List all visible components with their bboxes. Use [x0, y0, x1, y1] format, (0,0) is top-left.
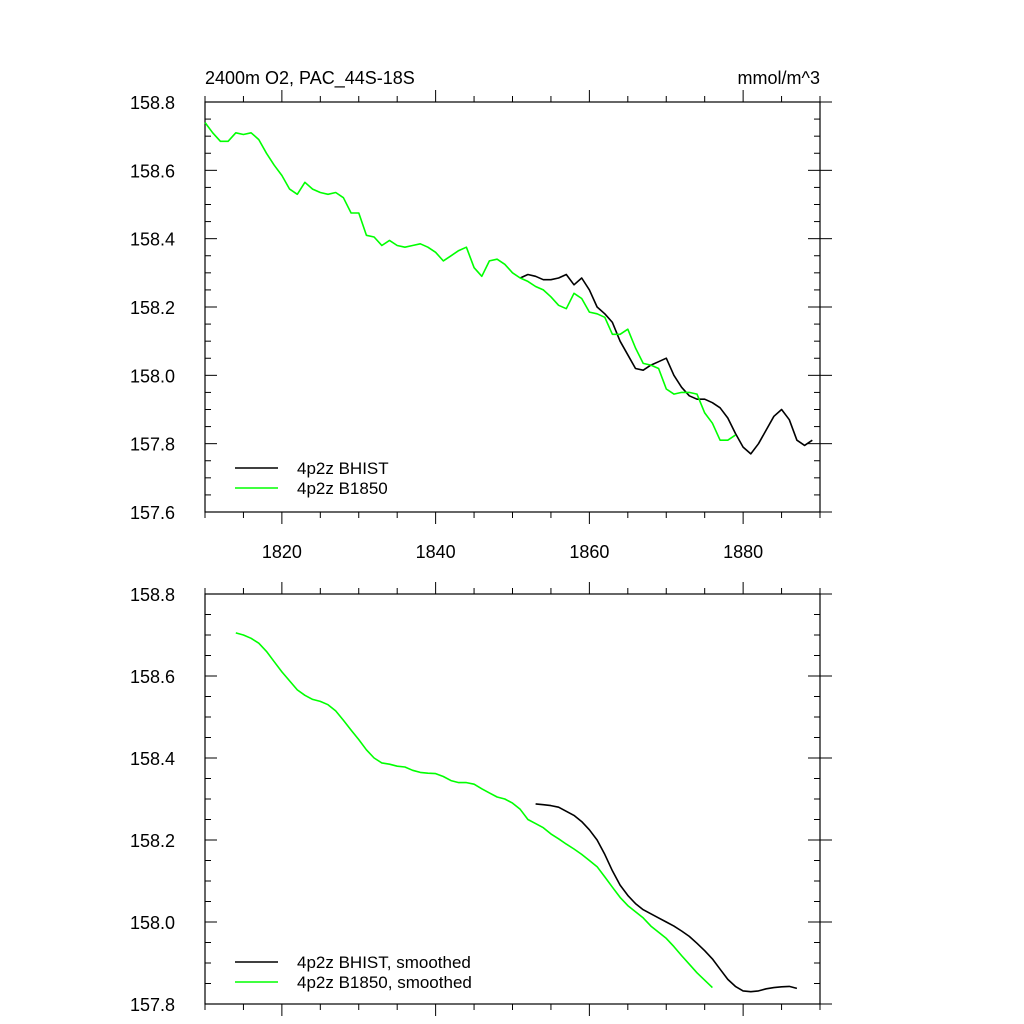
- legend-label: 4p2z BHIST, smoothed: [297, 953, 471, 972]
- x-tick-label: 1860: [569, 542, 609, 562]
- plot-frame: [204, 101, 821, 513]
- upper-panel-title: 2400m O2, PAC_44S-18S: [205, 68, 415, 89]
- legend-label: 4p2z BHIST: [297, 459, 389, 478]
- y-tick-label: 158.0: [130, 913, 175, 933]
- series-line-4p2z-b1850-smoothed: [235, 632, 713, 989]
- x-tick-label: 1840: [416, 542, 456, 562]
- x-tick-label: 1880: [723, 542, 763, 562]
- y-tick-label: 157.6: [130, 503, 175, 523]
- series-line-4p2z-bhist-smoothed: [535, 803, 798, 993]
- y-tick-label: 158.0: [130, 366, 175, 386]
- y-tick-label: 158.2: [130, 831, 175, 851]
- y-tick-label: 157.8: [130, 995, 175, 1015]
- series-line-4p2z-b1850: [204, 122, 736, 442]
- y-tick-label: 158.8: [130, 93, 175, 113]
- y-tick-label: 158.8: [130, 585, 175, 605]
- y-tick-label: 157.8: [130, 435, 175, 455]
- y-tick-label: 158.6: [130, 667, 175, 687]
- legend-label: 4p2z B1850, smoothed: [297, 973, 472, 992]
- y-tick-label: 158.6: [130, 161, 175, 181]
- upper-panel-units: mmol/m^3: [738, 68, 820, 88]
- y-tick-label: 158.2: [130, 298, 175, 318]
- y-tick-label: 158.4: [130, 749, 175, 769]
- lower-panel: 157.8 158.0 158.2 158.4 158.6 158.8 4p2z BHIST…: [130, 582, 832, 1016]
- y-tick-label: 158.4: [130, 230, 175, 250]
- upper-panel: 2400m O2, PAC_44S-18S mmol/m^3 1820 1840 1…: [130, 68, 832, 562]
- legend-label: 4p2z B1850: [297, 479, 388, 498]
- plot-frame: [204, 593, 821, 1005]
- x-tick-label: 1820: [262, 542, 302, 562]
- series-line-4p2z-bhist: [519, 273, 813, 455]
